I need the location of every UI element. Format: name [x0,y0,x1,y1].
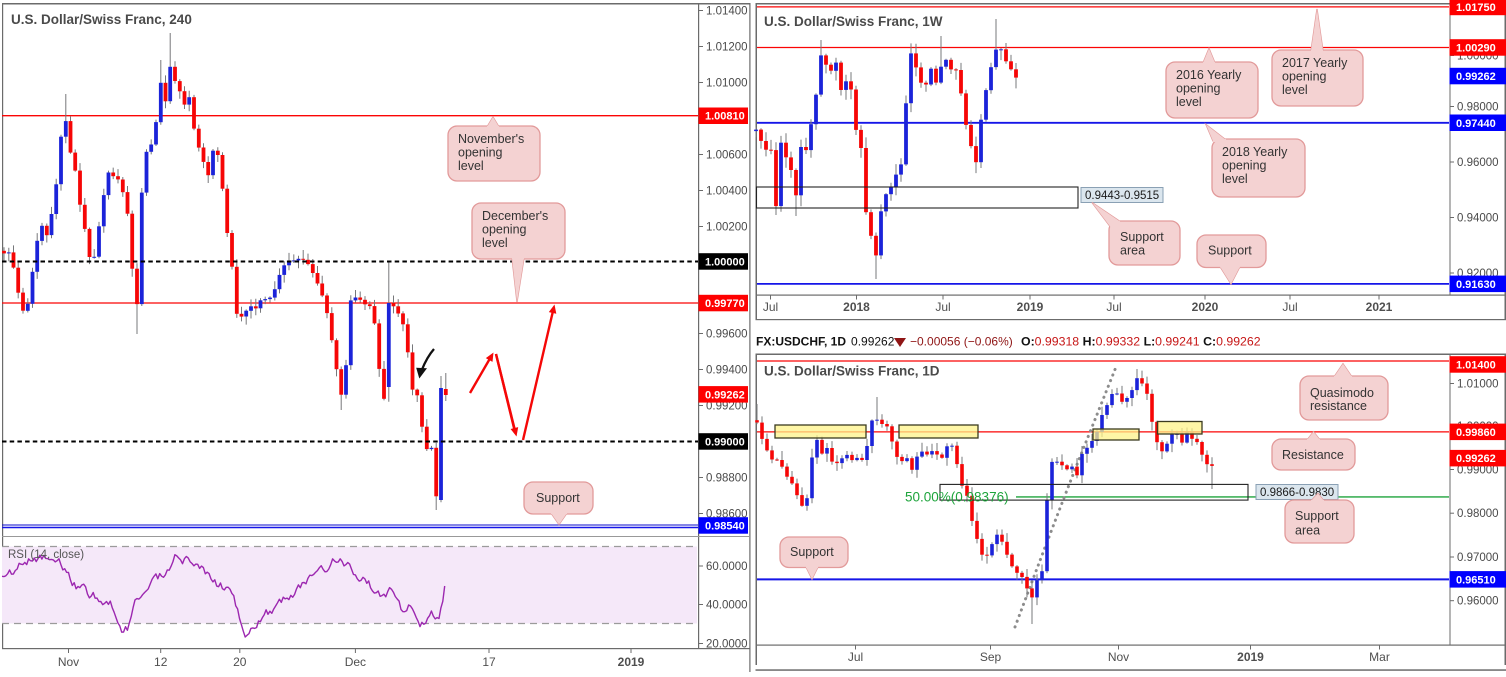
svg-text:Jul: Jul [848,650,863,664]
svg-text:Quasimodo: Quasimodo [1310,386,1374,400]
svg-text:0.99262: 0.99262 [705,389,745,401]
svg-text:2019: 2019 [1017,300,1044,314]
svg-text:0.9866-0.9830: 0.9866-0.9830 [1260,487,1334,499]
svg-text:1.01200: 1.01200 [706,42,748,54]
svg-text:area: area [1295,524,1320,538]
svg-text:November's: November's [458,132,524,146]
svg-text:Dec: Dec [345,655,366,669]
svg-text:December's: December's [482,209,548,223]
svg-text:1.01400: 1.01400 [1456,360,1496,372]
svg-text:50.00%(0.98376): 50.00%(0.98376) [905,490,1009,505]
svg-text:Nov: Nov [58,655,79,669]
svg-text:1.00290: 1.00290 [1456,43,1496,55]
svg-text:0.96510: 0.96510 [1456,574,1496,586]
svg-text:0.99600: 0.99600 [706,329,748,341]
svg-text:1.00000: 1.00000 [705,257,745,269]
svg-text:20: 20 [233,655,247,669]
svg-text:0.94000: 0.94000 [1457,213,1499,225]
svg-text:2020: 2020 [1192,300,1219,314]
svg-text:0.99000: 0.99000 [705,437,745,449]
svg-text:1.00400: 1.00400 [706,186,748,198]
svg-text:17: 17 [482,655,496,669]
svg-text:opening: opening [1282,70,1327,84]
svg-text:0.96000: 0.96000 [1457,157,1499,169]
svg-text:U.S. Dollar/Swiss Franc, 1D: U.S. Dollar/Swiss Franc, 1D [764,364,940,379]
svg-text:area: area [1120,244,1145,258]
svg-text:resistance: resistance [1310,399,1367,413]
svg-text:1.00200: 1.00200 [706,222,748,234]
svg-text:0.98800: 0.98800 [706,473,748,485]
svg-text:Jul: Jul [1282,300,1297,314]
svg-text:opening: opening [1176,82,1221,96]
svg-text:2019: 2019 [618,655,645,669]
svg-text:0.9443-0.9515: 0.9443-0.9515 [1085,190,1159,202]
svg-text:2019: 2019 [1237,650,1264,664]
svg-text:Support: Support [1208,244,1252,258]
svg-text:1.01400: 1.01400 [706,6,748,18]
svg-text:level: level [458,159,484,173]
svg-text:U.S. Dollar/Swiss Franc, 1W: U.S. Dollar/Swiss Franc, 1W [764,14,943,29]
svg-text:0.97000: 0.97000 [1457,552,1499,564]
svg-text:20.0000: 20.0000 [706,639,748,651]
svg-text:Jul: Jul [763,300,778,314]
svg-text:RSI (14, close): RSI (14, close) [8,549,84,561]
svg-text:level: level [482,236,508,250]
svg-text:0.96000: 0.96000 [1457,596,1499,608]
svg-text:2018: 2018 [843,300,870,314]
svg-text:opening: opening [458,146,503,160]
svg-text:U.S. Dollar/Swiss Franc, 240: U.S. Dollar/Swiss Franc, 240 [11,12,192,27]
svg-text:0.98000: 0.98000 [1457,508,1499,520]
svg-text:Support: Support [1295,509,1339,523]
svg-text:FX:USDCHF, 1D0.99262: FX:USDCHF, 1D0.99262 [756,335,895,349]
svg-text:1.00600: 1.00600 [706,150,748,162]
svg-text:0.99860: 0.99860 [1456,427,1496,439]
svg-text:opening: opening [1222,159,1267,173]
svg-text:0.99400: 0.99400 [706,365,748,377]
svg-text:Mar: Mar [1369,650,1390,664]
svg-text:0.99770: 0.99770 [705,298,745,310]
svg-text:Resistance: Resistance [1282,448,1344,462]
svg-text:Jul: Jul [1106,300,1121,314]
svg-text:2018 Yearly: 2018 Yearly [1222,145,1288,159]
svg-text:Support: Support [790,545,834,559]
svg-text:0.99262: 0.99262 [1456,453,1496,465]
svg-text:1.01750: 1.01750 [1456,2,1496,14]
svg-text:1.00810: 1.00810 [705,111,745,123]
svg-text:Sep: Sep [980,650,1002,664]
svg-text:level: level [1222,172,1248,186]
svg-text:1.01000: 1.01000 [706,78,748,90]
svg-text:2016 Yearly: 2016 Yearly [1176,68,1242,82]
svg-text:Nov: Nov [1108,650,1129,664]
svg-text:Jul: Jul [935,300,950,314]
svg-text:2017 Yearly: 2017 Yearly [1282,56,1348,70]
svg-text:1.01000: 1.01000 [1457,379,1499,391]
svg-text:40.0000: 40.0000 [706,600,748,612]
svg-text:opening: opening [482,223,527,237]
svg-text:2021: 2021 [1366,300,1393,314]
svg-text:0.91630: 0.91630 [1456,279,1496,291]
svg-text:60.0000: 60.0000 [706,561,748,573]
svg-text:Support: Support [536,491,580,505]
svg-text:0.97440: 0.97440 [1456,118,1496,130]
svg-text:0.98540: 0.98540 [705,521,745,533]
svg-text:12: 12 [154,655,168,669]
svg-text:0.99262: 0.99262 [1456,71,1496,83]
svg-text:−0.00056 (−0.06%): −0.00056 (−0.06%) [910,335,1013,349]
svg-text:Support: Support [1120,230,1164,244]
svg-text:level: level [1176,95,1202,109]
svg-text:level: level [1282,83,1308,97]
svg-text:0.98000: 0.98000 [1457,102,1499,114]
